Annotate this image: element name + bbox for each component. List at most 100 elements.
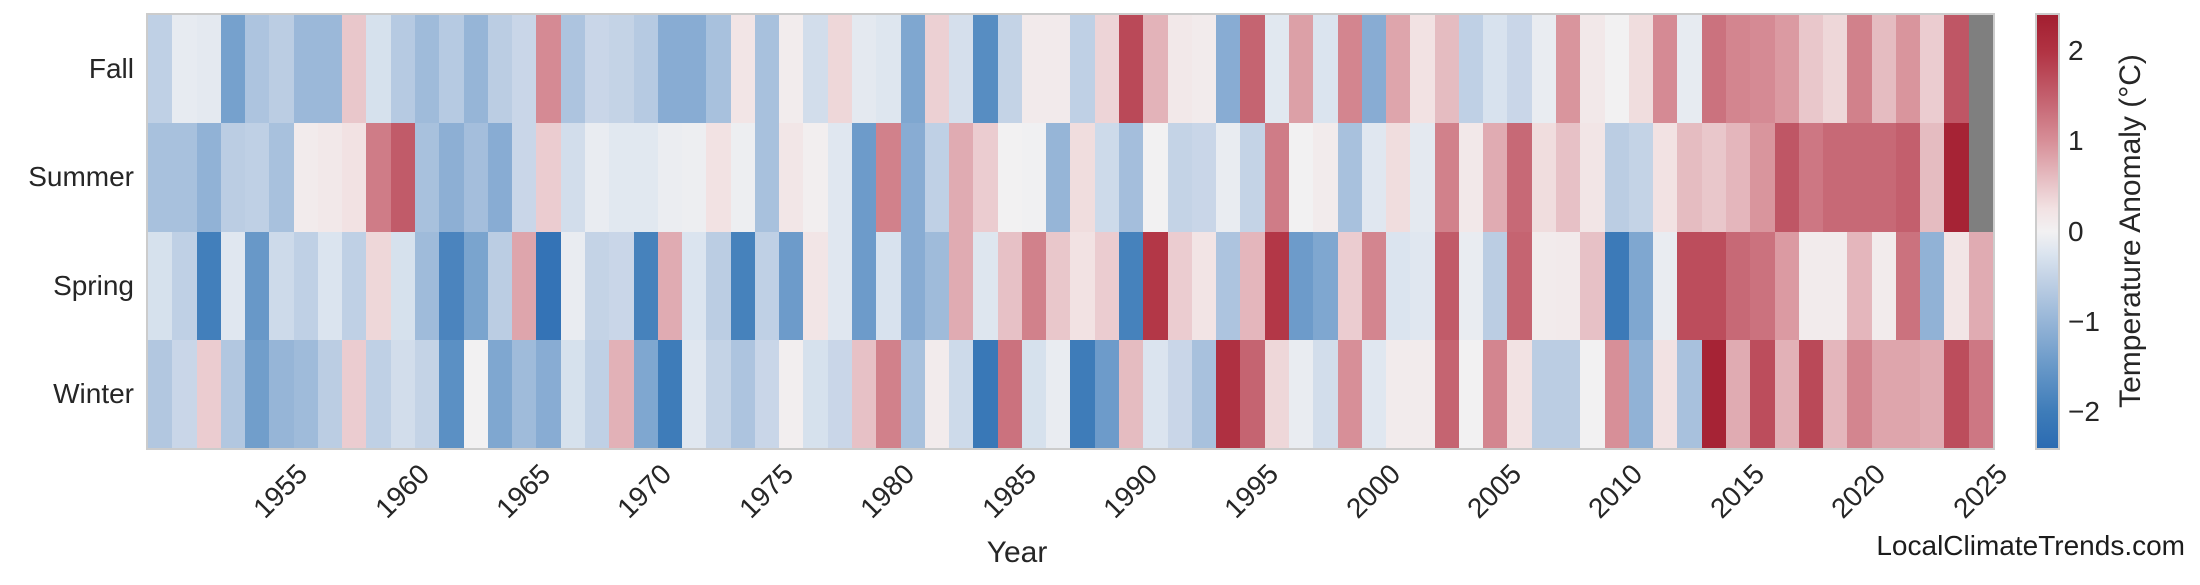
heatmap-cell <box>463 231 488 340</box>
heatmap-cell <box>1750 15 1775 124</box>
heatmap-cell <box>342 231 367 340</box>
heatmap-cell <box>1434 339 1459 448</box>
heatmap-cell <box>1458 123 1484 232</box>
heatmap-cell <box>1944 231 1969 340</box>
x-axis-tick-label: 2020 <box>1825 458 1892 524</box>
heatmap-cell <box>1823 339 1848 448</box>
heatmap-cell <box>973 15 998 124</box>
heatmap-cell <box>1774 339 1799 448</box>
heatmap-cell <box>730 123 755 232</box>
heatmap-cell <box>1191 231 1217 340</box>
heatmap-cell <box>439 15 464 124</box>
heatmap-cell <box>633 339 658 448</box>
heatmap-cell <box>1968 123 1993 232</box>
heatmap-cell <box>1556 15 1581 124</box>
heatmap-cell <box>1604 231 1629 340</box>
heatmap-cell <box>366 231 391 340</box>
heatmap-cell <box>1653 123 1678 232</box>
heatmap-cell <box>245 15 270 124</box>
heatmap-cell <box>633 15 658 124</box>
heatmap-cell <box>706 339 731 448</box>
heatmap-cell <box>560 339 585 448</box>
heatmap-cell <box>1046 231 1071 340</box>
heatmap-cell <box>584 339 610 448</box>
heatmap-cell <box>536 339 561 448</box>
heatmap-cell <box>1895 231 1921 340</box>
heatmap-cell <box>536 231 561 340</box>
heatmap-cell <box>1847 231 1872 340</box>
heatmap-cell <box>1386 339 1411 448</box>
heatmap-cell <box>1046 339 1071 448</box>
heatmap-cell <box>269 15 294 124</box>
heatmap-grid <box>146 13 1995 450</box>
heatmap-cell <box>924 15 950 124</box>
heatmap-cell <box>1725 339 1751 448</box>
heatmap-cell <box>1944 123 1969 232</box>
heatmap-cell <box>1410 231 1435 340</box>
heatmap-cell <box>317 123 343 232</box>
heatmap-cell <box>924 339 950 448</box>
heatmap-cell <box>1119 15 1144 124</box>
heatmap-cell <box>1774 123 1799 232</box>
heatmap-cell <box>876 123 901 232</box>
heatmap-cell <box>1216 339 1241 448</box>
heatmap-cell <box>487 339 513 448</box>
x-axis-tick-label: 1985 <box>975 458 1042 524</box>
heatmap-cell <box>317 15 343 124</box>
heatmap-cell <box>487 123 513 232</box>
y-axis-label: Winter <box>53 377 134 409</box>
heatmap-cell <box>1313 339 1338 448</box>
colorbar-tick-label: −2 <box>2068 395 2100 427</box>
heatmap-cell <box>827 339 852 448</box>
heatmap-cell <box>1750 339 1775 448</box>
heatmap-cell <box>1798 123 1824 232</box>
heatmap-cell <box>1968 231 1993 340</box>
heatmap-cell <box>487 231 513 340</box>
heatmap-cell <box>1750 123 1775 232</box>
heatmap-cell <box>366 339 391 448</box>
heatmap-cell <box>1871 231 1896 340</box>
heatmap-cell <box>1628 231 1654 340</box>
heatmap-cell <box>1531 339 1557 448</box>
x-axis-tick-label: 2015 <box>1704 458 1771 524</box>
heatmap-cell <box>1507 231 1532 340</box>
heatmap-cell <box>1094 231 1120 340</box>
heatmap-cell <box>1628 339 1654 448</box>
heatmap-cell <box>487 15 513 124</box>
heatmap-cell <box>997 339 1022 448</box>
heatmap-cell <box>1580 339 1605 448</box>
heatmap-cell <box>245 123 270 232</box>
heatmap-cell <box>1653 339 1678 448</box>
heatmap-cell <box>512 339 537 448</box>
heatmap-cell <box>1920 15 1945 124</box>
heatmap-cell <box>1604 123 1629 232</box>
heatmap-cell <box>1556 339 1581 448</box>
heatmap-cell <box>1847 339 1872 448</box>
heatmap-cell <box>1386 123 1411 232</box>
x-axis-tick-label: 1970 <box>611 458 678 524</box>
heatmap-cell <box>439 339 464 448</box>
heatmap-cell <box>463 15 488 124</box>
heatmap-cell <box>997 231 1022 340</box>
heatmap-cell <box>1361 15 1387 124</box>
heatmap-cell <box>827 231 852 340</box>
heatmap-cell <box>706 231 731 340</box>
heatmap-cell <box>269 231 294 340</box>
heatmap-cell <box>1628 123 1654 232</box>
heatmap-cell <box>1337 123 1362 232</box>
heatmap-cell <box>560 231 585 340</box>
heatmap-cell <box>293 15 318 124</box>
heatmap-cell <box>730 231 755 340</box>
heatmap-cell <box>1337 15 1362 124</box>
heatmap-cell <box>1313 15 1338 124</box>
heatmap-cell <box>1653 231 1678 340</box>
heatmap-cell <box>754 123 780 232</box>
heatmap-cell <box>342 123 367 232</box>
heatmap-cell <box>706 15 731 124</box>
x-axis-tick-label: 1995 <box>1218 458 1285 524</box>
heatmap-cell <box>560 15 585 124</box>
heatmap-cell <box>1556 123 1581 232</box>
x-axis-tick-label: 2005 <box>1461 458 1528 524</box>
heatmap-cell <box>1361 339 1387 448</box>
heatmap-cell <box>803 231 828 340</box>
